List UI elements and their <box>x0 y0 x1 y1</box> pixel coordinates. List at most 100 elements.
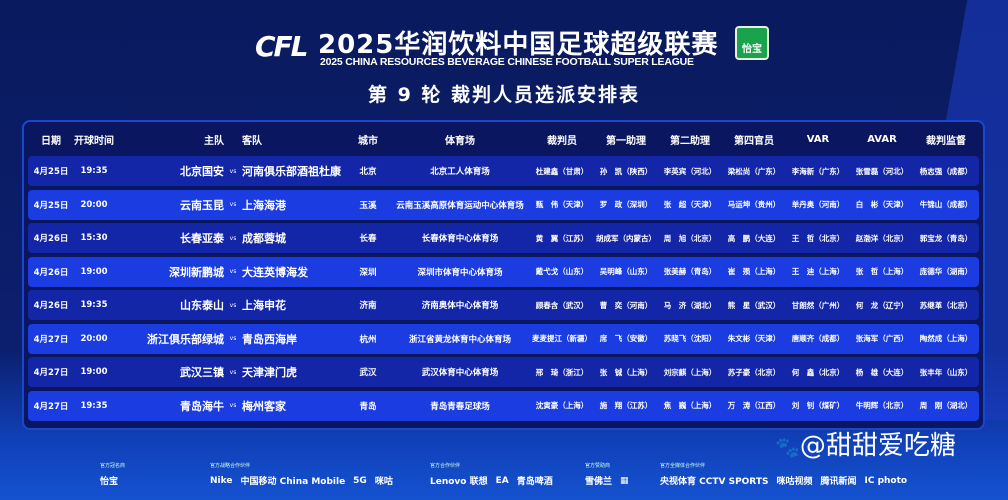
cell-fourth: 苏子豪（北京） <box>727 367 781 377</box>
cell-home: 武汉三镇 <box>180 366 224 379</box>
cell-supervisor: 周 刚（湖北） <box>919 401 973 410</box>
cell-supervisor: 庞德华（湖南） <box>919 267 973 276</box>
cell-fourth: 高 鹏（大连） <box>727 233 781 243</box>
sponsor-logos: Lenovo 联想 EA 青岛啤酒 <box>430 474 553 488</box>
cell-away: 大连英博海发 <box>242 265 308 279</box>
cell-referee: 杜建鑫（甘肃） <box>535 166 589 176</box>
cell-assistant1: 曹 奕（河南） <box>599 300 653 310</box>
cell-home: 北京国安 <box>180 165 224 178</box>
sponsor-logo: 央视体育 CCTV SPORTS <box>660 477 769 487</box>
sponsor-logo: ▦ <box>620 475 629 486</box>
paw-icon: 🐾 <box>775 435 800 459</box>
table-body: 4月25日 19:35 北京国安 vs 河南俱乐部酒祖杜康 北京 北京工人体育场 杜建鑫（甘肃… <box>28 156 979 421</box>
cell-date: 4月26日 <box>33 301 69 311</box>
cell-stadium: 青岛青春足球场 <box>430 401 490 412</box>
cell-away: 上海海港 <box>242 198 286 212</box>
col-avar: AVAR <box>867 133 897 145</box>
cell-fourth: 马运坤（贵州） <box>727 200 781 209</box>
cell-date: 4月25日 <box>33 167 69 177</box>
cell-referee: 戴弋戈（山东） <box>535 267 589 276</box>
table-row: 4月25日 19:35 北京国安 vs 河南俱乐部酒祖杜康 北京 北京工人体育场 杜建鑫（甘肃… <box>28 156 979 186</box>
cell-stadium: 武汉体育中心体育场 <box>421 368 499 378</box>
cell-date: 4月27日 <box>33 401 69 412</box>
cell-fourth: 崔 殒（上海） <box>727 267 781 276</box>
cell-referee: 顾春含（武汉） <box>535 300 589 310</box>
cell-stadium: 济南奥体中心体育场 <box>421 301 499 311</box>
col-stadium: 体育场 <box>445 135 475 147</box>
cell-city: 玉溪 <box>359 200 377 211</box>
cell-fourth: 熊 星（武汉） <box>727 300 781 310</box>
cell-assistant1: 吴明峰（山东） <box>599 267 653 276</box>
sponsor-logos: 雪佛兰 ▦ <box>585 474 629 488</box>
league-subtitle: 2025 CHINA RESOURCES BEVERAGE CHINESE FO… <box>320 56 694 68</box>
cell-vs: vs <box>229 234 237 242</box>
cell-avar: 何 龙（辽宁） <box>855 300 909 310</box>
cell-assistant2: 周 旭（北京） <box>663 233 717 243</box>
cell-var: 单丹奥（河南） <box>791 200 845 209</box>
cell-vs: vs <box>229 201 237 208</box>
cell-city: 济南 <box>359 301 377 311</box>
sponsor-caption: 官方战略合作伙伴 <box>210 463 251 469</box>
cell-supervisor: 郭宝龙（青岛） <box>919 233 973 243</box>
cell-date: 4月26日 <box>33 267 69 278</box>
cell-referee: 甄 伟（天津） <box>535 200 589 209</box>
cell-referee: 沈寅豪（上海） <box>535 401 589 410</box>
round-title: 第 9 轮 裁判人员选派安排表 <box>367 84 641 106</box>
cell-avar: 张 哲（上海） <box>855 267 909 276</box>
sponsor-caption: 官方合作伙伴 <box>430 463 461 469</box>
header: CFL 2025华润饮料中国足球超级联赛 2025 CHINA RESOURCE… <box>0 18 1008 118</box>
cell-fourth: 朱文彬（天津） <box>727 334 781 343</box>
sponsor-logo: 5G <box>353 475 367 486</box>
col-assistant2: 第二助理 <box>670 135 710 147</box>
table-row: 4月26日 19:00 深圳新鹏城 vs 大连英博海发 深圳 深圳市体育中心体育场 戴弋戈（山… <box>28 256 979 287</box>
col-var: VAR <box>806 133 830 145</box>
cell-avar: 牛明辉（北京） <box>855 401 909 410</box>
table-row: 4月26日 19:35 山东泰山 vs 上海申花 济南 济南奥体中心体育场 顾春含（武汉） 曹 … <box>28 290 979 320</box>
cell-home: 长春亚泰 <box>180 232 224 245</box>
league-title: 2025华润饮料中国足球超级联赛 <box>318 30 719 60</box>
cell-assistant1: 孙 凯（陕西） <box>599 166 653 176</box>
cell-vs: vs <box>229 268 237 275</box>
sponsor-caption: 官方赞助商 <box>585 463 611 469</box>
cell-away: 上海申花 <box>242 299 286 312</box>
cell-city: 杭州 <box>359 334 377 345</box>
sponsor-logos: 怡宝 <box>100 474 118 487</box>
sponsor-logo: Nike <box>210 475 233 486</box>
cell-assistant2: 张 超（天津） <box>663 200 717 209</box>
cell-vs: vs <box>229 402 237 409</box>
col-supervisor: 裁判监督 <box>926 135 966 147</box>
cell-stadium: 深圳市体育中心体育场 <box>417 267 503 278</box>
sponsor-logo: 腾讯新闻 <box>820 477 857 487</box>
sponsor-caption: 官方全媒体合作伙伴 <box>660 463 706 469</box>
cell-city: 北京 <box>359 167 377 177</box>
cell-assistant1: 胡成军（内蒙古） <box>596 233 656 243</box>
col-time: 开球时间 <box>74 135 114 147</box>
cell-home: 云南玉昆 <box>180 198 224 212</box>
sponsor-badge-logo: 怡宝 <box>735 26 769 60</box>
cell-home: 浙江俱乐部绿城 <box>147 332 224 346</box>
table-row: 4月27日 19:35 青岛海牛 vs 梅州客家 青岛 青岛青春足球场 沈寅豪（上海） 施 翔（… <box>28 390 979 421</box>
cell-vs: vs <box>229 368 237 376</box>
sponsor-logo: EA <box>495 475 509 486</box>
sponsor-logo: 雪佛兰 <box>585 477 613 487</box>
cell-fourth: 万 涛（江西） <box>727 401 781 410</box>
cell-away: 河南俱乐部酒祖杜康 <box>242 165 341 178</box>
cell-referee: 麦麦提江（新疆） <box>532 334 592 343</box>
sponsor-caption: 官方冠名商 <box>100 463 126 469</box>
sponsor-logo: 青岛啤酒 <box>516 477 553 487</box>
col-home: 主队 <box>204 135 224 147</box>
table-header: 日期 开球时间 主队 客队 城市 体育场 裁判员 第一助理 第二助理 第四官员 … <box>28 126 979 152</box>
cell-var: 王 哲（北京） <box>791 233 845 243</box>
cell-date: 4月26日 <box>33 234 69 244</box>
col-referee: 裁判员 <box>547 135 577 147</box>
sponsor-logo: IC photo <box>864 475 908 486</box>
cell-stadium: 长春体育中心体育场 <box>421 234 499 244</box>
cell-away: 梅州客家 <box>242 399 286 413</box>
cell-city: 深圳 <box>359 267 377 278</box>
cell-date: 4月25日 <box>33 200 69 211</box>
cell-var: 唐顺齐（成都） <box>791 334 845 343</box>
cell-assistant2: 焦 巍（上海） <box>663 401 717 410</box>
cell-avar: 张雪磊（河北） <box>855 166 909 176</box>
cell-home: 深圳新鹏城 <box>169 265 224 279</box>
cell-city: 青岛 <box>359 401 377 412</box>
